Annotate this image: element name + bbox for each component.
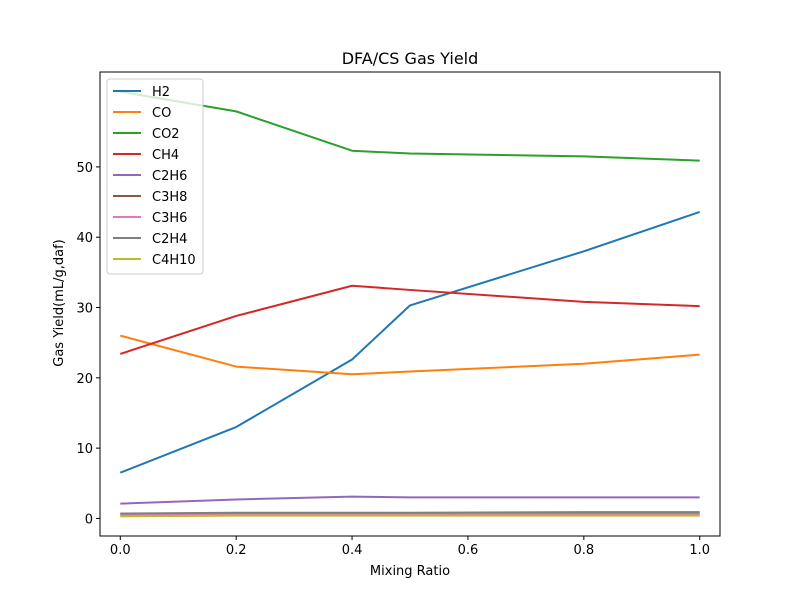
legend-label-c3h6: C3H6 xyxy=(152,211,187,226)
series-line-c3h6 xyxy=(120,513,700,516)
legend-label-c3h8: C3H8 xyxy=(152,190,187,205)
legend-label-ch4: CH4 xyxy=(152,148,179,163)
y-tick-label: 50 xyxy=(76,161,93,176)
legend-label-h2: H2 xyxy=(152,85,170,100)
x-tick-label: 0.4 xyxy=(342,543,363,558)
legend: H2 CO CO2 CH4 C2H6 C3H8 C3H6 C2H4 C4H10 xyxy=(106,78,204,275)
chart-title: DFA/CS Gas Yield xyxy=(342,49,479,68)
x-tick-label: 0.6 xyxy=(458,543,479,558)
x-tick-label: 0.0 xyxy=(110,543,131,558)
series-line-h2 xyxy=(119,210,701,474)
legend-label-c2h6: C2H6 xyxy=(152,169,187,184)
y-tick-label: 20 xyxy=(76,372,93,387)
x-tick-label: 0.2 xyxy=(226,543,247,558)
series-line-co2 xyxy=(120,90,700,162)
y-axis-label: Gas Yield(mL/g,daf) xyxy=(52,239,67,367)
axis-ticks: 0.0 0.2 0.4 0.6 0.8 1.0 0 10 20 30 40 50 xyxy=(76,161,710,558)
y-tick-label: 40 xyxy=(76,231,93,246)
y-tick-label: 10 xyxy=(76,442,93,457)
y-tick-label: 30 xyxy=(76,302,93,317)
x-tick-label: 0.8 xyxy=(573,543,594,558)
legend-label-co: CO xyxy=(152,106,171,121)
plot-area xyxy=(119,90,701,518)
legend-label-c2h4: C2H4 xyxy=(152,232,187,247)
legend-label-co2: CO2 xyxy=(152,127,180,142)
series-line-c4h10 xyxy=(120,514,700,518)
series-line-co xyxy=(120,334,700,376)
series-line-ch4 xyxy=(119,284,700,355)
x-tick-label: 1.0 xyxy=(689,543,710,558)
y-tick-label: 0 xyxy=(85,512,93,527)
legend-box xyxy=(106,78,204,275)
plot-frame xyxy=(99,71,721,537)
series-line-c2h6 xyxy=(120,495,700,505)
legend-label-c4h10: C4H10 xyxy=(152,253,196,268)
series-line-c2h4 xyxy=(120,511,700,515)
x-axis-label: Mixing Ratio xyxy=(370,564,450,579)
